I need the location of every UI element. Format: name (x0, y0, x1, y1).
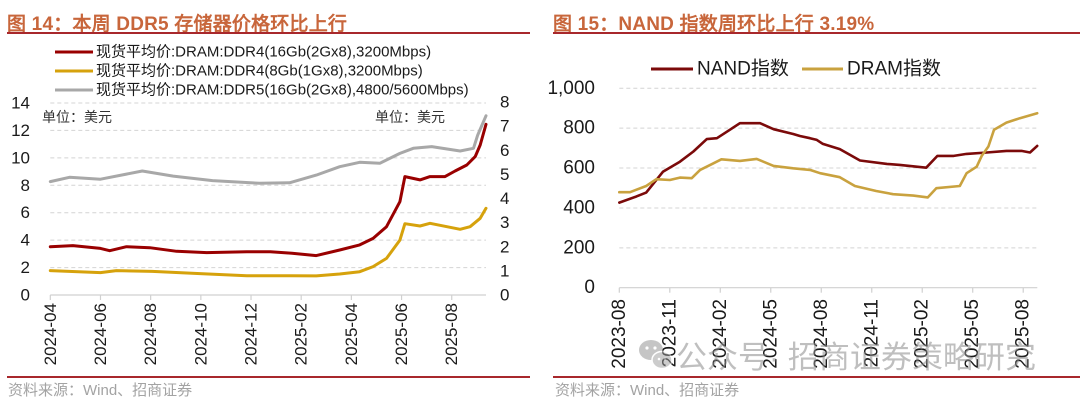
wechat-icon (639, 340, 673, 370)
y-right-tick-label: 3 (500, 213, 509, 232)
unit-label-right: 单位：美元 (375, 109, 445, 125)
x-tick-label: 2024-06 (91, 303, 110, 365)
axes: 0 200 400 600 800 1,000 2023-08 2023-11 2024-02 2… (547, 78, 1038, 369)
y-right-tick-label: 4 (500, 189, 509, 208)
y-left-tick-label: 10 (11, 148, 30, 167)
x-tick-label: 2025-08 (1013, 299, 1034, 369)
y-right-tick-label: 0 (500, 286, 509, 305)
legend-label-ddr4-16gb: 现货平均价:DRAM:DDR4(16Gb(2Gx8),3200Mbps) (96, 44, 431, 61)
x-tick-label: 2024-05 (760, 299, 781, 369)
x-tick-label: 2023-08 (609, 299, 630, 369)
figure-14-header-rule (7, 32, 530, 34)
y-right-tick-label: 6 (500, 141, 509, 160)
x-tick-label: 2025-05 (962, 299, 983, 369)
legend-label-dram: DRAM指数 (847, 58, 941, 80)
legend-label-nand: NAND指数 (697, 58, 789, 80)
y-right-tick-label: 5 (500, 165, 509, 184)
y-left-tick-label: 0 (21, 286, 30, 305)
unit-label-left: 单位：美元 (42, 109, 112, 125)
x-tick-label: 2025-02 (292, 303, 311, 365)
y-left-tick-label: 400 (563, 197, 595, 218)
figure-15-source: 资料来源：Wind、招商证券 (555, 382, 740, 399)
y-left-tick-label: 6 (21, 203, 30, 222)
figure-14-footer-rule (7, 376, 530, 378)
series-line-1 (618, 111, 1039, 199)
x-tick-label: 2023-11 (659, 299, 680, 367)
x-tick-label: 2024-12 (242, 303, 261, 365)
gridlines (50, 102, 486, 269)
legend-label-ddr5-16gb: 现货平均价:DRAM:DDR5(16Gb(2Gx8),4800/5600Mbps… (96, 82, 469, 99)
x-tick-label: 2024-08 (141, 303, 160, 365)
y-left-tick-label: 800 (563, 118, 595, 139)
figure-14-source: 资料来源：Wind、招商证券 (8, 382, 193, 399)
y-right-tick-label: 1 (500, 261, 509, 280)
y-left-tick-label: 8 (21, 176, 30, 195)
y-left-tick-label: 4 (21, 231, 30, 250)
x-tick-label: 2024-02 (710, 299, 731, 369)
figure-15-title: 图 15：NAND 指数周环比上行 3.19% (553, 14, 875, 35)
series-line-0 (618, 121, 1039, 204)
figure-14-title: 图 14：本周 DDR5 存储器价格环比上行 (7, 14, 348, 35)
watermark: 公众号· 招商证券策略研究 (639, 340, 1036, 375)
y-right-tick-label: 7 (500, 117, 509, 136)
chart-nand-dram-index: 0 200 400 600 800 1,000 2023-08 2023-11 2024-02 2… (547, 58, 1039, 369)
series (48, 114, 488, 278)
x-tick-label: 2024-11 (861, 299, 882, 367)
y-right-tick-label: 2 (500, 237, 509, 256)
x-tick-label: 2025-02 (912, 299, 933, 369)
watermark-text: 公众号· 招商证券策略研究 (676, 340, 1036, 375)
x-tick-label: 2024-04 (41, 303, 60, 365)
series-line-0 (48, 122, 488, 258)
y-left-tick-label: 600 (563, 158, 595, 179)
figure-15-footer-rule (553, 376, 1080, 378)
series-line-1 (48, 206, 488, 278)
figure-15-header-rule (553, 32, 1080, 34)
x-tick-label: 2024-10 (191, 303, 210, 365)
legend: 现货平均价:DRAM:DDR4(16Gb(2Gx8),3200Mbps) 现货平… (55, 44, 469, 99)
y-right-tick-label: 8 (500, 93, 509, 112)
x-tick-label: 2024-08 (811, 299, 832, 369)
legend: NAND指数 DRAM指数 (651, 58, 941, 80)
y-left-tick-label: 14 (11, 94, 30, 113)
y-left-tick-label: 200 (563, 237, 595, 258)
series-line-2 (48, 114, 488, 185)
x-tick-label: 2025-04 (342, 303, 361, 365)
y-left-tick-label: 0 (584, 277, 595, 298)
x-tick-label: 2025-08 (442, 303, 461, 365)
x-tick-label: 2025-06 (392, 303, 411, 365)
legend-label-ddr4-8gb: 现货平均价:DRAM:DDR4(8Gb(1Gx8),3200Mbps) (96, 63, 423, 80)
y-left-tick-label: 1,000 (547, 78, 595, 99)
y-left-tick-label: 2 (21, 258, 30, 277)
y-left-tick-label: 12 (11, 121, 30, 140)
series (618, 111, 1039, 204)
